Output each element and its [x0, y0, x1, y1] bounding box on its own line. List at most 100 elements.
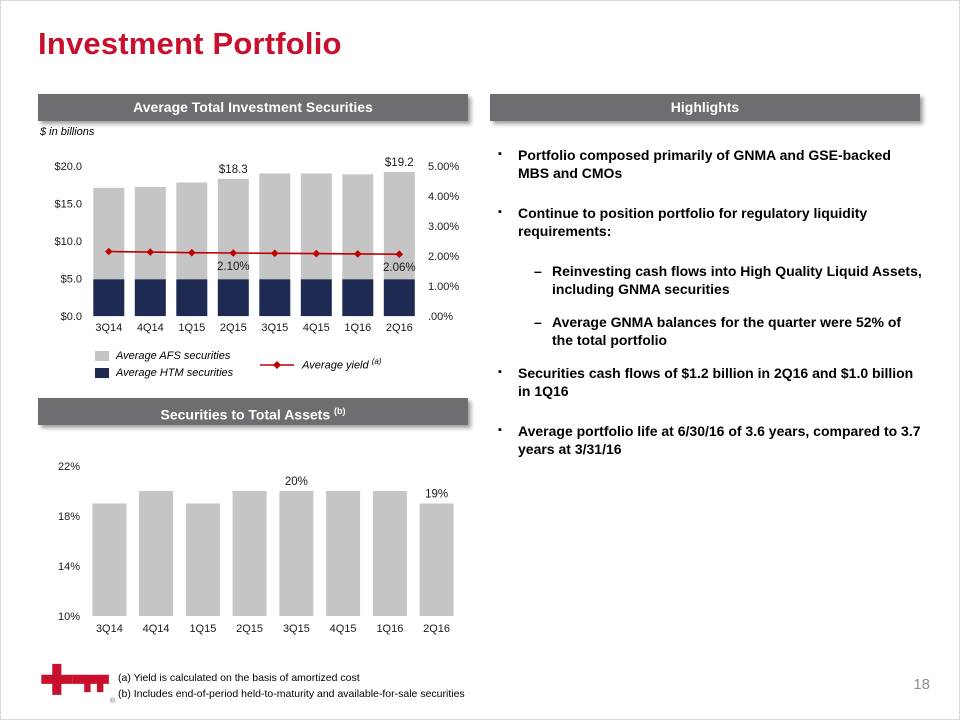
svg-text:14%: 14% — [58, 561, 80, 573]
svg-text:2Q16: 2Q16 — [423, 623, 450, 635]
svg-text:3Q15: 3Q15 — [261, 322, 288, 334]
svg-text:2.06%: 2.06% — [383, 262, 416, 274]
keybank-key-logo: ® — [41, 663, 116, 705]
afs-bar-segment — [176, 182, 208, 280]
legend-htm: Average HTM securities — [95, 367, 233, 379]
afs-swatch-icon — [95, 351, 109, 361]
avg-total-investment-securities-chart: $20.0 $15.0 $10.0 $5.0 $0.0 5.00% 4.00% 3.00% 2.… — [54, 157, 459, 334]
ratio-bar — [326, 491, 361, 616]
highlight-text: Reinvesting cash flows into High Quality… — [552, 262, 922, 298]
svg-text:10%: 10% — [58, 611, 80, 623]
legend-afs-label: Average AFS securities — [116, 350, 231, 362]
svg-text:20%: 20% — [285, 476, 308, 488]
afs-bar-segment — [134, 187, 166, 280]
highlights-header: Highlights — [490, 94, 920, 121]
svg-text:4Q14: 4Q14 — [143, 623, 170, 635]
svg-text:$20.0: $20.0 — [54, 161, 82, 173]
highlight-text: Portfolio composed primarily of GNMA and… — [518, 147, 891, 182]
htm-swatch-icon — [95, 368, 109, 378]
ratio-bar — [139, 491, 174, 616]
ratio-bar — [232, 491, 267, 616]
svg-text:4.00%: 4.00% — [428, 191, 459, 203]
htm-bar-segment — [217, 279, 249, 317]
yield-marker — [105, 247, 113, 256]
square-bullet-icon: ▪ — [498, 365, 502, 378]
yield-marker — [270, 249, 279, 258]
htm-bar-segment — [93, 279, 125, 317]
legend-yield: Average yield (a) — [259, 357, 381, 372]
ratio-bar — [185, 503, 220, 616]
svg-text:4Q14: 4Q14 — [137, 322, 164, 334]
svg-text:1Q15: 1Q15 — [178, 322, 205, 334]
square-bullet-icon: ▪ — [498, 423, 502, 436]
svg-text:$19.2: $19.2 — [385, 157, 414, 169]
svg-text:1.00%: 1.00% — [428, 281, 459, 293]
svg-text:1Q16: 1Q16 — [344, 322, 371, 334]
yield-marker — [395, 250, 404, 258]
htm-bar-segment — [383, 279, 415, 317]
svg-text:5.00%: 5.00% — [428, 161, 459, 173]
svg-text:22%: 22% — [58, 461, 80, 473]
footnote-a: (a) Yield is calculated on the basis of … — [118, 672, 360, 684]
svg-text:.00%: .00% — [428, 311, 453, 323]
yield-marker — [312, 249, 321, 258]
yield-line — [108, 250, 400, 255]
svg-text:19%: 19% — [425, 489, 448, 501]
svg-text:2.10%: 2.10% — [217, 261, 250, 273]
slide-title: Investment Portfolio — [38, 26, 342, 61]
highlight-bullet-item: ▪ Continue to position portfolio for regu… — [498, 204, 922, 241]
page-number: 18 — [913, 676, 930, 693]
ratio-bar — [92, 503, 127, 616]
yield-marker — [229, 249, 238, 257]
svg-text:$10.0: $10.0 — [54, 236, 82, 248]
afs-bar-segment — [383, 172, 415, 280]
highlight-bullet-item: ▪ Securities cash flows of $1.2 billion i… — [498, 364, 922, 401]
afs-bar-segment — [300, 173, 332, 280]
highlight-sub-item: – Reinvesting cash flows into High Qualit… — [534, 262, 922, 299]
svg-text:2Q15: 2Q15 — [236, 623, 263, 635]
units-label: $ in billions — [40, 126, 95, 138]
ratio-bar — [372, 491, 407, 616]
footnotes: (a) Yield is calculated on the basis of … — [118, 670, 465, 703]
svg-text:$15.0: $15.0 — [54, 199, 82, 211]
footnote-b: (b) Includes end-of-period held-to-matur… — [118, 688, 465, 701]
svg-text:2.00%: 2.00% — [428, 251, 459, 263]
highlight-bullet-item: ▪ Portfolio composed primarily of GNMA an… — [498, 146, 922, 183]
chart2-header: Securities to Total Assets (b) — [38, 398, 468, 425]
afs-bar-segment — [93, 187, 125, 280]
svg-text:18%: 18% — [58, 511, 80, 523]
highlight-text: Average portfolio life at 6/30/16 of 3.6… — [518, 422, 921, 458]
highlight-text: Continue to position portfolio for regul… — [518, 204, 868, 240]
htm-bar-segment — [342, 279, 374, 317]
legend-htm-label: Average HTM securities — [116, 367, 234, 379]
svg-text:$5.0: $5.0 — [61, 274, 82, 286]
afs-bar-segment — [259, 173, 291, 280]
svg-text:$18.3: $18.3 — [219, 164, 248, 176]
htm-bar-segment — [300, 279, 332, 317]
legend-yield-label: Average yield (a) — [302, 357, 382, 372]
svg-text:$0.0: $0.0 — [61, 311, 82, 323]
svg-text:2Q16: 2Q16 — [386, 322, 413, 334]
svg-text:4Q15: 4Q15 — [303, 322, 330, 334]
ratio-bar — [419, 503, 454, 616]
svg-text:1Q16: 1Q16 — [376, 623, 403, 635]
svg-text:3.00%: 3.00% — [428, 221, 459, 233]
svg-text:3Q15: 3Q15 — [283, 623, 310, 635]
yield-marker — [146, 248, 154, 256]
dash-bullet-icon: – — [534, 313, 542, 330]
htm-bar-segment — [134, 279, 166, 317]
square-bullet-icon: ▪ — [498, 205, 502, 218]
htm-bar-segment — [176, 279, 208, 317]
afs-bar-segment — [342, 174, 374, 280]
svg-text:2Q15: 2Q15 — [220, 322, 247, 334]
legend-afs: Average AFS securities — [95, 350, 233, 362]
svg-text:®: ® — [110, 696, 116, 705]
highlight-bullet-item: ▪ Average portfolio life at 6/30/16 of 3.… — [498, 422, 922, 459]
chart1-header: Average Total Investment Securities — [38, 94, 468, 121]
svg-text:1Q15: 1Q15 — [189, 623, 216, 635]
highlight-text: Average GNMA balances for the quarter we… — [552, 313, 902, 349]
afs-bar-segment — [217, 178, 249, 280]
yield-line-marker-icon — [260, 360, 295, 369]
svg-text:4Q15: 4Q15 — [330, 623, 357, 635]
yield-marker — [353, 250, 362, 258]
